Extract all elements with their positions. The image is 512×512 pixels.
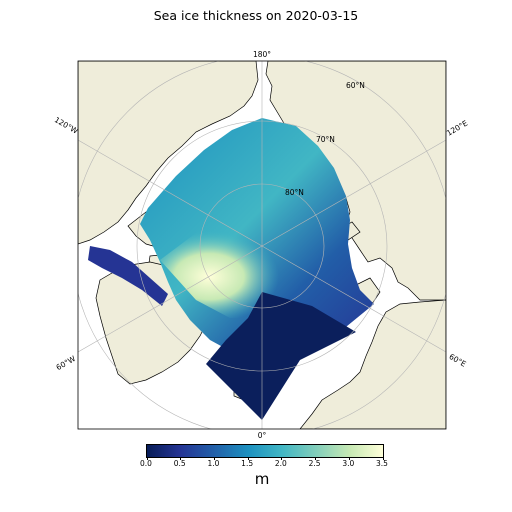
colorbar-tick	[281, 457, 283, 460]
colorbar-tick-label: 0.5	[173, 459, 186, 468]
colorbar-tick-label: 2.5	[308, 459, 321, 468]
colorbar-tick-label: 1.5	[241, 459, 254, 468]
meridian-label-60e: 60°E	[448, 352, 468, 369]
colorbar-tick	[382, 457, 384, 460]
meridian-label-60w: 60°W	[55, 354, 78, 372]
meridian-label-120e: 120°E	[445, 118, 469, 137]
map-title: Sea ice thickness on 2020-03-15	[153, 8, 359, 23]
colorbar-tick	[146, 457, 148, 460]
colorbar-tick	[348, 457, 350, 460]
parallel-label-80n: 80°N	[285, 188, 304, 197]
colorbar-tick	[315, 457, 317, 460]
colorbar-tick	[180, 457, 182, 460]
sea-ice-field	[88, 118, 374, 420]
meridian-label-180: 180°	[253, 50, 271, 59]
colorbar-tick-label: 1.0	[207, 459, 220, 468]
colorbar	[146, 444, 384, 460]
meridian-label-120w: 120°W	[53, 115, 80, 136]
colorbar-tick	[213, 457, 215, 460]
colorbar-tick	[247, 457, 249, 460]
colorbar-tick-label: 2.0	[274, 459, 287, 468]
colorbar-tick-label: 3.0	[342, 459, 355, 468]
meridian-label-0: 0°	[258, 431, 267, 440]
graticule	[78, 61, 446, 429]
parallel-label-70n: 70°N	[316, 135, 335, 144]
colorbar-tick-label: 3.5	[376, 459, 388, 468]
map-frame	[77, 60, 447, 430]
colorbar-tick-label: 0.0	[140, 459, 152, 468]
colorbar-unit-label: m	[254, 470, 270, 488]
colorbar-gradient	[147, 445, 383, 457]
parallel-label-60n: 60°N	[346, 81, 365, 90]
